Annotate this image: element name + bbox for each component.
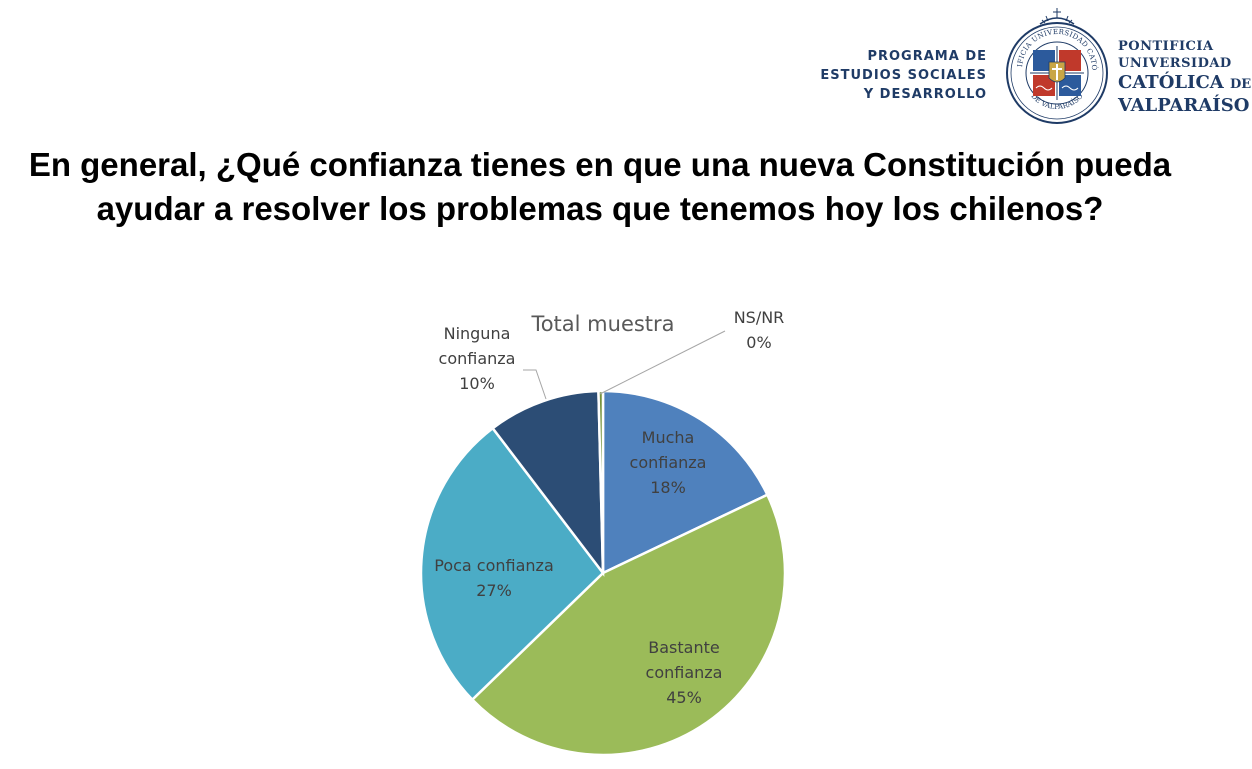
program-line-3: Y DESARROLLO <box>863 87 987 102</box>
data-label-text: NS/NR <box>734 308 785 327</box>
leader-line <box>599 330 726 395</box>
university-line-2: UNIVERSIDAD <box>1118 56 1232 71</box>
data-label-text: Poca confianza <box>434 556 554 575</box>
leader-line <box>523 369 547 400</box>
university-line-de: DE <box>1230 77 1252 92</box>
slice-bastante-confianza <box>470 493 787 757</box>
university-line-4: VALPARAÍSO <box>1118 95 1250 116</box>
university-name: PONTIFICIA UNIVERSIDAD CATÓLICA DE VALPA… <box>1118 38 1251 116</box>
program-name: PROGRAMA DE ESTUDIOS SOCIALES Y DESARROL… <box>820 47 987 104</box>
data-label: Mucha confianza 18% <box>630 428 707 497</box>
data-label-value: 18% <box>650 478 686 497</box>
data-label-value: 0% <box>746 333 771 352</box>
slice-ninguna-confianza <box>490 389 605 577</box>
data-label: NS/NR 0% <box>734 308 785 352</box>
survey-question: En general, ¿Qué confianza tienes en que… <box>28 146 1172 227</box>
data-label: Ninguna confianza 10% <box>439 324 516 393</box>
university-seal-logo: PONTIFICIA UNIVERSIDAD CATÓLICA DE VALPA… <box>1002 2 1108 124</box>
header: PROGRAMA DE ESTUDIOS SOCIALES Y DESARROL… <box>0 0 1252 135</box>
data-label-value: 10% <box>459 374 495 393</box>
university-line-1: PONTIFICIA <box>1118 39 1214 54</box>
slice-poca-confianza <box>419 426 605 702</box>
data-label: Bastante confianza 45% <box>646 638 723 707</box>
data-label: Poca confianza 27% <box>434 556 554 600</box>
data-label-text: Ninguna <box>444 324 511 343</box>
data-label-text: Bastante <box>648 638 719 657</box>
program-line-2: ESTUDIOS SOCIALES <box>820 68 987 83</box>
data-label-text: confianza <box>646 663 723 682</box>
slice-mucha-confianza <box>601 389 769 575</box>
data-label-text: confianza <box>439 349 516 368</box>
data-label-value: 45% <box>666 688 702 707</box>
data-label-text: confianza <box>630 453 707 472</box>
data-label-text: Mucha <box>642 428 695 447</box>
chart-title: Total muestra <box>530 312 674 336</box>
data-label-value: 27% <box>476 581 512 600</box>
program-line-1: PROGRAMA DE <box>867 49 987 64</box>
university-line-3: CATÓLICA <box>1118 72 1224 93</box>
slice-ns-nr <box>597 389 605 574</box>
